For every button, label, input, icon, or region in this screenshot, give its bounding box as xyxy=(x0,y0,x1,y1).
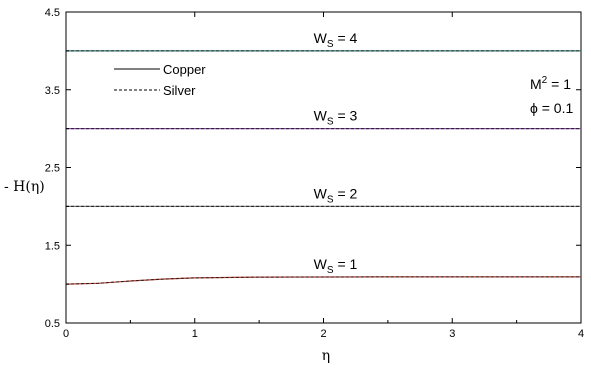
curve-label-subscript: S xyxy=(327,117,334,128)
curve-label-value: = 3 xyxy=(334,108,358,124)
legend-label-copper: Copper xyxy=(163,62,206,77)
series-group xyxy=(65,50,581,285)
curve-label-subscript: S xyxy=(327,265,334,276)
x-tick-label: 4 xyxy=(578,328,584,340)
curve-label-value: = 2 xyxy=(334,185,358,201)
annotations-group: WS = 4WS = 3WS = 2WS = 1 xyxy=(314,30,358,276)
curve-label-subscript: S xyxy=(327,194,334,205)
curve-label-ws: WS = 4 xyxy=(314,30,358,50)
x-tick-label: 0 xyxy=(63,328,69,340)
x-tick-label: 1 xyxy=(192,328,198,340)
series-line-silver-ws-1 xyxy=(65,276,581,285)
curve-label-value: = 4 xyxy=(334,30,358,46)
y-axis-label: - H(η) xyxy=(4,179,45,195)
parameter-m-value: = 1 xyxy=(547,76,571,92)
y-tick-label: 1.5 xyxy=(45,240,60,252)
parameter-phi: ϕ = 0.1 xyxy=(530,100,573,116)
ticks-group: 0 1 2 3 4 0.5 1.5 2.5 3.5 4.5 xyxy=(45,7,584,340)
x-tick-label: 3 xyxy=(449,328,455,340)
y-tick-label: 3.5 xyxy=(45,85,60,97)
curve-label-ws: WS = 1 xyxy=(314,256,358,276)
y-tick-label: 0.5 xyxy=(45,318,60,330)
y-tick-label: 4.5 xyxy=(45,7,60,19)
curve-label-value: = 1 xyxy=(334,256,358,272)
curve-label-subscript: S xyxy=(327,39,334,50)
y-tick-label: 2.5 xyxy=(45,163,60,175)
parameter-m-base: M xyxy=(530,76,542,92)
curve-label-ws: WS = 2 xyxy=(314,185,358,205)
parameter-m-squared: M2 = 1 xyxy=(530,75,571,92)
parameter-m-exponent: 2 xyxy=(542,75,548,86)
legend: Copper Silver xyxy=(114,62,206,98)
x-axis-label: η xyxy=(322,348,330,364)
curve-label-base: W xyxy=(314,108,328,124)
curve-label-base: W xyxy=(314,185,328,201)
curve-label-base: W xyxy=(314,30,328,46)
legend-label-silver: Silver xyxy=(163,83,196,98)
x-tick-label: 2 xyxy=(320,328,326,340)
curve-label-ws: WS = 3 xyxy=(314,108,358,128)
curve-label-base: W xyxy=(314,256,328,272)
